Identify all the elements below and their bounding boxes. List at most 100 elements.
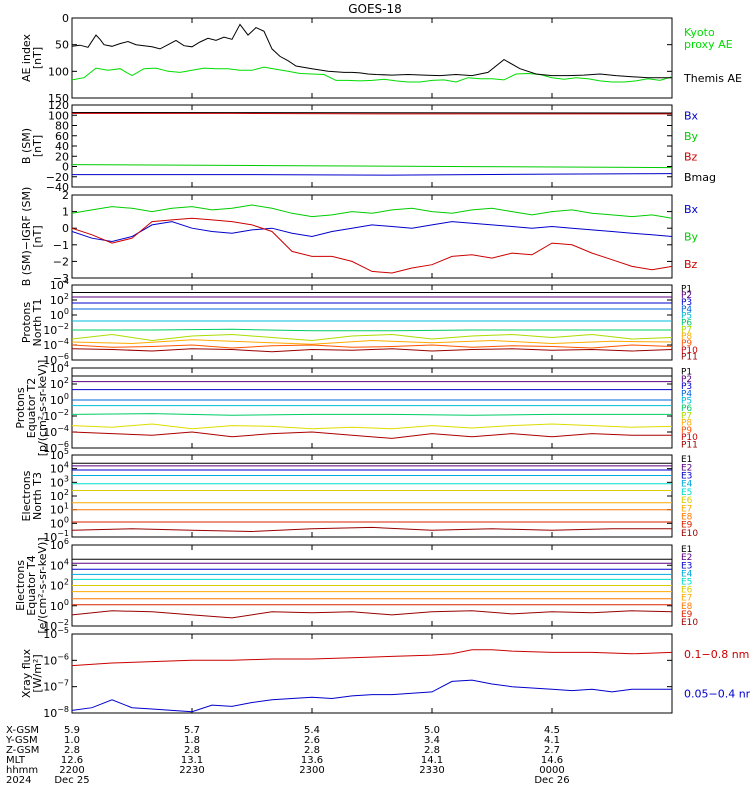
- y-tick-label: 10−8: [43, 705, 69, 720]
- legend-entry: 0.1−0.8 nm: [684, 648, 749, 661]
- y-tick-label: 10−4: [43, 424, 69, 439]
- x-axis-ygsm-value: 2.6: [304, 735, 320, 746]
- y-tick-label: 100: [50, 515, 69, 530]
- series-group: [72, 112, 672, 176]
- y-tick-label: 150: [48, 92, 69, 105]
- series-line-bmag: [72, 112, 672, 114]
- legend-entry: 0.05−0.4 nm: [684, 687, 750, 700]
- y-axis-label: Xray flux: [20, 648, 33, 698]
- panel-frame: [71, 633, 673, 714]
- y-axis-label: [p/(cm²-s-sr-keV)]: [36, 360, 49, 457]
- y-axis-label: Protons: [14, 387, 27, 428]
- y-tick-label: 100: [50, 598, 69, 613]
- y-tick-label: 102: [50, 376, 69, 391]
- y-tick-label: 120: [48, 99, 69, 112]
- legend-entry: Bx: [684, 109, 699, 122]
- series-line-bx: [72, 221, 672, 243]
- legend-entry: P10: [681, 346, 698, 356]
- y-tick-label: 104: [50, 360, 69, 375]
- y-axis-label: North T1: [31, 299, 44, 347]
- legend-entry: By: [684, 231, 699, 244]
- y-axis-label: Equator T2: [25, 378, 38, 438]
- y-tick-label: 10−2: [43, 618, 69, 633]
- x-axis-xgsm-value: 5.0: [424, 725, 440, 736]
- legend-entry: proxy AE: [684, 38, 733, 51]
- y-tick-label: −20: [46, 171, 69, 184]
- series-group: [72, 558, 672, 619]
- legend-entry: E7: [681, 594, 692, 604]
- x-axis-xgsm-value: 5.4: [304, 725, 320, 736]
- y-axis-label: B (SM)−IGRF (SM): [20, 187, 33, 287]
- series-line-p6: [72, 328, 672, 332]
- legend-entry: P3: [681, 298, 692, 308]
- legend-entry: By: [684, 130, 699, 143]
- series-group: [72, 649, 672, 713]
- y-tick-label: 100: [48, 65, 69, 78]
- y-axis-label: [e/(cm²-s-sr-keV)]: [36, 537, 49, 633]
- series-group: [72, 23, 672, 83]
- x-axis-date: Dec 25: [54, 775, 89, 786]
- panel-xray: 10−5 10−6 10−7 10−8 Xray flux[W/m²] 0.1−0.8 n…: [20, 626, 750, 720]
- series-line-e10: [72, 610, 672, 619]
- series-line-p10: [72, 348, 672, 353]
- panel-frame: [71, 367, 673, 449]
- y-tick-label: 10−6: [43, 652, 69, 667]
- legend-entry: E5: [681, 577, 692, 587]
- legend-entry: E10: [681, 529, 698, 539]
- x-axis-hhmm-value: 2230: [179, 765, 204, 776]
- x-axis-row-label: Z-GSM: [6, 745, 39, 756]
- y-axis-label: [nT]: [31, 47, 44, 69]
- x-axis-hhmm-value: 2330: [419, 765, 444, 776]
- y-tick-label: 100: [50, 392, 69, 407]
- series-line-p7: [72, 333, 672, 342]
- legend-entry: E9: [681, 521, 693, 531]
- series-line-bz: [72, 217, 672, 274]
- y-tick-label: −1: [53, 239, 69, 252]
- x-axis-zgsm-value: 2.8: [304, 745, 320, 756]
- y-tick-label: −40: [46, 181, 69, 194]
- y-tick-label: 20: [55, 150, 69, 163]
- legend-entry: P10: [681, 433, 698, 443]
- legend-entry: E5: [681, 488, 692, 498]
- x-axis-ygsm-value: 1.0: [64, 735, 80, 746]
- x-axis-row-label: Y-GSM: [5, 735, 38, 746]
- y-tick-label: 102: [50, 578, 69, 593]
- y-tick-label: 0: [62, 161, 69, 174]
- y-axis-label: Protons: [20, 302, 33, 343]
- y-axis-label: [W/m²]: [31, 654, 44, 692]
- x-axis-mlt-value: 14.6: [541, 755, 563, 766]
- y-tick-label: 106: [50, 537, 69, 552]
- y-tick-label: 1: [62, 206, 69, 219]
- legend: Bx By Bz: [684, 203, 699, 271]
- legend-entry: Bmag: [684, 171, 716, 184]
- legend-entry: P9: [681, 426, 692, 436]
- legend-entry: Kyoto: [684, 26, 715, 39]
- series-line-kyoto-proxy-ae: [72, 66, 672, 83]
- legend-entry: E4: [681, 569, 693, 579]
- x-axis-hhmm-value: 0000: [539, 765, 564, 776]
- legend-entry: E10: [681, 618, 698, 628]
- x-axis-xgsm-value: 4.5: [544, 725, 560, 736]
- series-line-p6: [72, 413, 672, 416]
- x-axis-date: Dec 26: [534, 775, 569, 786]
- legend-entry: E7: [681, 504, 692, 514]
- legend-entry: P3: [681, 382, 692, 392]
- y-tick-label: 10−2: [43, 322, 69, 337]
- legend-entry: P4: [681, 389, 692, 399]
- legend-entry: E9: [681, 610, 693, 620]
- legend: 0.1−0.8 nm 0.05−0.4 nm: [684, 648, 750, 701]
- y-tick-label: 10−1: [43, 529, 69, 544]
- x-axis-ygsm-value: 4.1: [544, 735, 560, 746]
- series-line-themis-ae: [72, 23, 672, 79]
- x-axis-mlt-value: 14.1: [421, 755, 443, 766]
- x-axis-xgsm-value: 5.9: [64, 725, 80, 736]
